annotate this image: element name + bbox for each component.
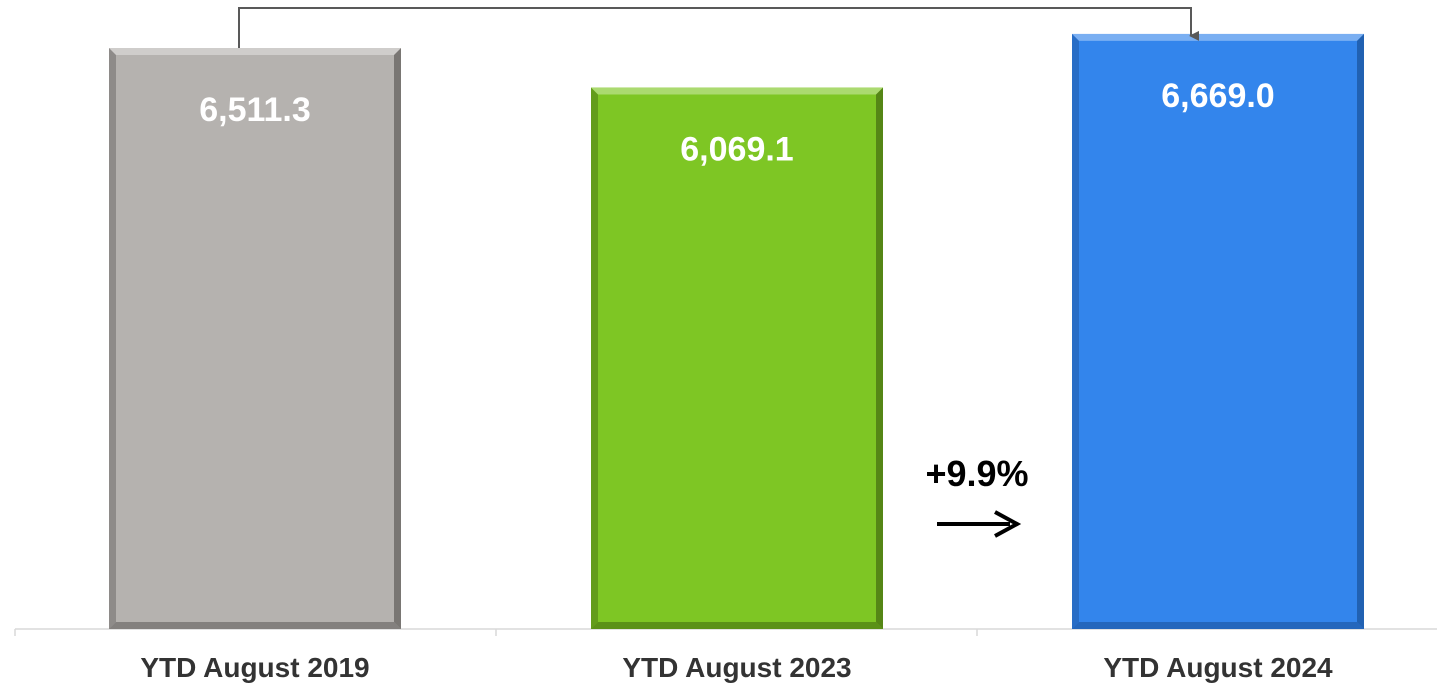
category-label: YTD August 2019 xyxy=(140,652,369,683)
category-label: YTD August 2024 xyxy=(1103,652,1333,683)
bar xyxy=(591,87,883,630)
bar xyxy=(109,48,401,629)
growth-arrow xyxy=(937,510,1022,538)
bar xyxy=(1072,33,1364,629)
growth-label: +9.9% xyxy=(925,453,1028,494)
bars-layer xyxy=(109,33,1364,630)
bar-value-label: 6,511.3 xyxy=(199,91,311,129)
comparison-connector xyxy=(238,7,1199,48)
bar-value-label: 6,069.1 xyxy=(680,130,793,168)
labels-layer: 6,511.3 YTD August 2019 6,069.1 YTD August … xyxy=(140,77,1333,683)
category-label: YTD August 2023 xyxy=(622,652,851,683)
annotations-layer: +9.9% xyxy=(238,7,1199,538)
bar-value-label: 6,669.0 xyxy=(1161,77,1274,115)
